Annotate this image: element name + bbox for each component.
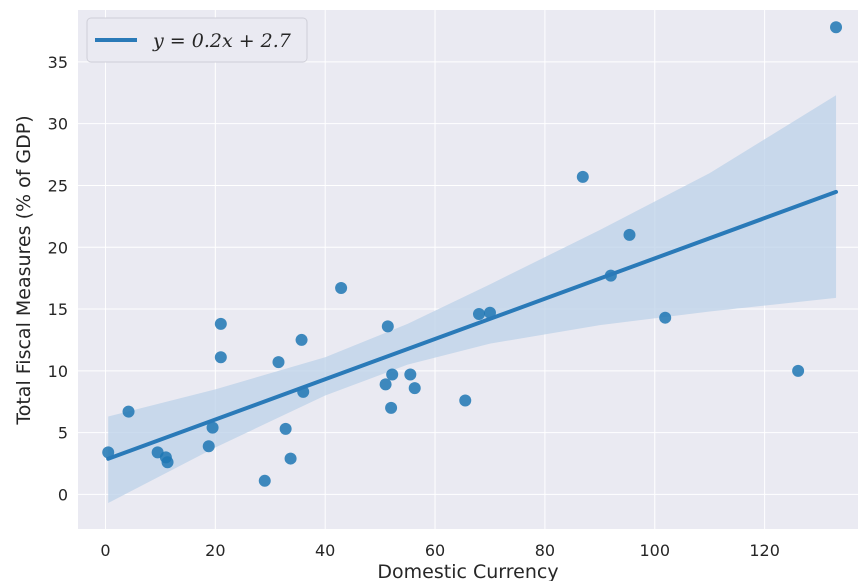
x-tick-label: 120 bbox=[749, 541, 780, 560]
y-tick-label: 30 bbox=[48, 115, 68, 134]
data-point bbox=[404, 368, 417, 381]
y-tick-label: 20 bbox=[48, 238, 68, 257]
x-tick-label: 100 bbox=[639, 541, 670, 560]
regression-line bbox=[106, 189, 839, 461]
x-tick-labels: 0 20 40 60 80 100 120 bbox=[100, 541, 780, 560]
data-point bbox=[408, 382, 421, 395]
y-tick-label: 15 bbox=[48, 300, 68, 319]
y-axis-label: Total Fiscal Measures (% of GDP) bbox=[13, 115, 35, 425]
confidence-band-area bbox=[108, 95, 837, 504]
x-tick-label: 40 bbox=[315, 541, 335, 560]
data-point bbox=[386, 368, 399, 381]
data-point bbox=[472, 307, 485, 320]
data-point bbox=[202, 440, 215, 453]
data-point bbox=[792, 364, 805, 377]
data-point bbox=[381, 320, 394, 333]
regression-line-group bbox=[106, 189, 839, 461]
x-tick-label: 20 bbox=[205, 541, 225, 560]
y-tick-label: 35 bbox=[48, 53, 68, 72]
data-point bbox=[214, 317, 227, 330]
y-tick-label: 10 bbox=[48, 362, 68, 381]
data-point bbox=[102, 446, 115, 459]
legend-box bbox=[86, 17, 308, 63]
data-point bbox=[830, 21, 843, 34]
confidence-band bbox=[108, 95, 837, 504]
data-point bbox=[379, 378, 392, 391]
x-axis-label: Domestic Currency bbox=[377, 561, 558, 581]
data-point bbox=[659, 311, 672, 324]
y-tick-label: 0 bbox=[58, 485, 68, 504]
x-tick-label: 80 bbox=[535, 541, 555, 560]
x-tick-label: 60 bbox=[425, 541, 445, 560]
data-point bbox=[279, 422, 292, 435]
data-point bbox=[122, 405, 135, 418]
data-point bbox=[459, 394, 472, 407]
legend: y = 0.2x + 2.7 bbox=[86, 17, 308, 63]
legend-label: y = 0.2x + 2.7 bbox=[152, 30, 292, 52]
y-tick-labels: 0 5 10 15 20 25 30 35 bbox=[48, 53, 68, 504]
data-point bbox=[385, 401, 398, 414]
data-point bbox=[623, 228, 636, 241]
y-tick-label: 25 bbox=[48, 176, 68, 195]
data-point bbox=[295, 333, 308, 346]
data-point bbox=[284, 452, 297, 465]
data-point bbox=[161, 456, 174, 469]
y-tick-label: 5 bbox=[58, 424, 68, 443]
data-point bbox=[335, 282, 348, 295]
data-point bbox=[272, 356, 285, 369]
data-point bbox=[258, 474, 271, 487]
x-tick-label: 0 bbox=[100, 541, 110, 560]
data-point bbox=[214, 351, 227, 364]
data-point bbox=[206, 421, 219, 434]
data-point bbox=[576, 170, 589, 183]
